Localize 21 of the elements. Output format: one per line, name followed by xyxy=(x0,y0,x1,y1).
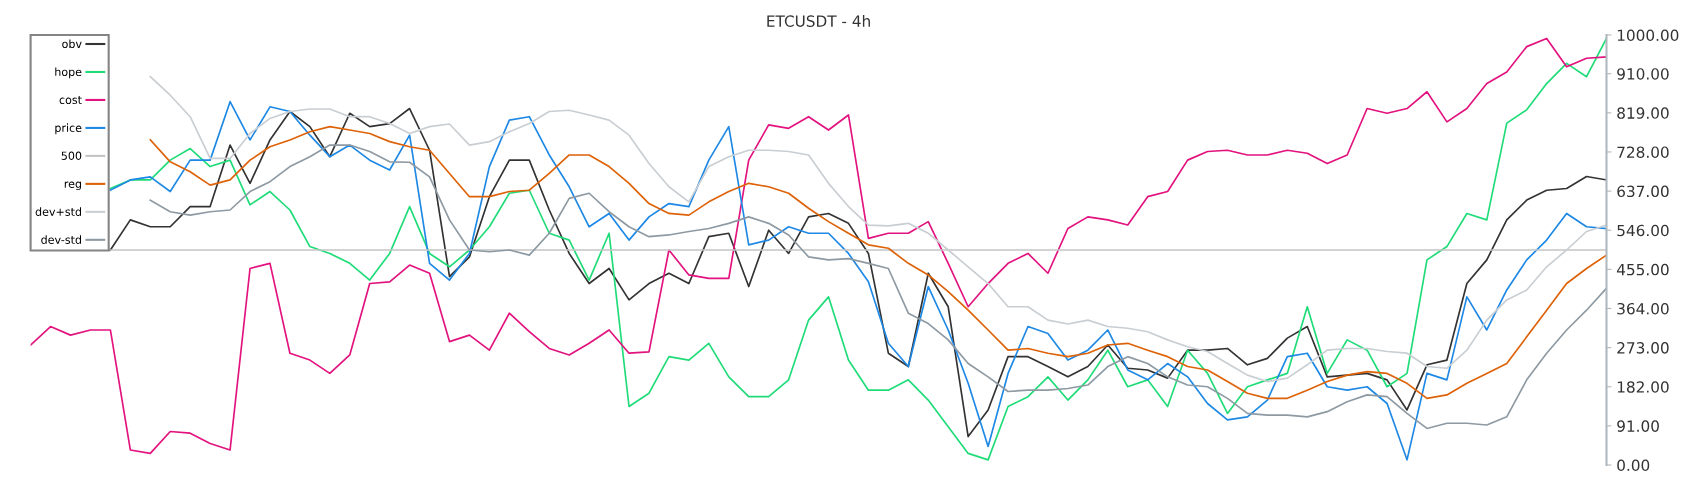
y-tick-label: 0.00 xyxy=(1617,459,1650,472)
legend-label: reg xyxy=(64,181,82,191)
legend-label: 500 xyxy=(61,151,82,160)
y-tick-label: 819.00 xyxy=(1617,107,1669,119)
y-tick-label: 364.00 xyxy=(1617,302,1669,315)
legend-label: dev-std xyxy=(41,235,82,244)
y-tick-label: 546.00 xyxy=(1617,224,1669,237)
y-tick-label: 1000.00 xyxy=(1617,29,1679,42)
legend-label: cost xyxy=(59,96,82,104)
legend-label: dev+std xyxy=(35,207,82,216)
y-tick-label: 728.00 xyxy=(1617,146,1669,158)
legend-label: obv xyxy=(62,39,82,49)
y-tick-label: 910.00 xyxy=(1617,68,1669,80)
y-tick-label: 455.00 xyxy=(1616,263,1669,276)
legend-label: price xyxy=(55,123,82,135)
y-tick-label: 637.00 xyxy=(1617,185,1669,198)
chart-title: ETCUSDT - 4h xyxy=(767,15,870,27)
y-tick-label: 273.00 xyxy=(1617,342,1669,354)
y-tick-label: 182.00 xyxy=(1617,381,1669,393)
legend-label: hope xyxy=(55,67,82,79)
y-tick-label: 91.00 xyxy=(1617,420,1659,432)
